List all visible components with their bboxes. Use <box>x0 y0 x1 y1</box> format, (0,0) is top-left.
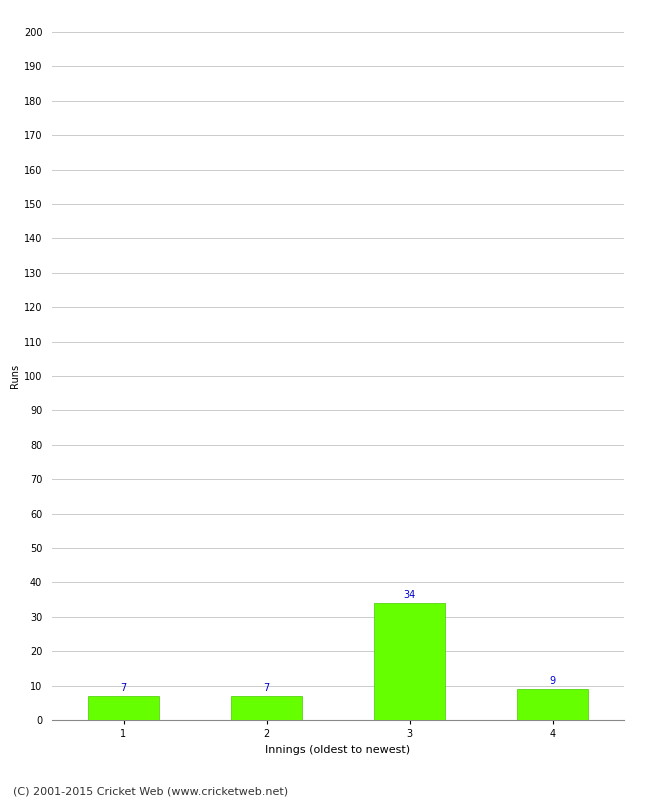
Text: 7: 7 <box>263 683 270 693</box>
X-axis label: Innings (oldest to newest): Innings (oldest to newest) <box>265 745 411 754</box>
Bar <box>517 689 588 720</box>
Bar <box>88 696 159 720</box>
Text: 7: 7 <box>120 683 127 693</box>
Text: (C) 2001-2015 Cricket Web (www.cricketweb.net): (C) 2001-2015 Cricket Web (www.cricketwe… <box>13 786 288 796</box>
Y-axis label: Runs: Runs <box>10 364 20 388</box>
Text: 9: 9 <box>549 676 556 686</box>
Text: 34: 34 <box>404 590 415 600</box>
Bar <box>231 696 302 720</box>
Bar <box>374 603 445 720</box>
